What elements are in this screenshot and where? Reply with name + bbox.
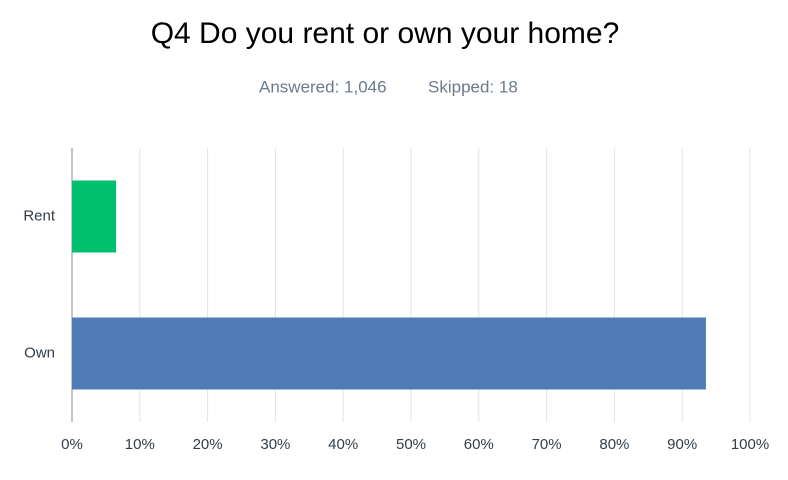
- bar: [72, 180, 117, 253]
- x-tick-label: 80%: [599, 436, 629, 453]
- skipped-count: Skipped: 18: [428, 77, 518, 96]
- x-tick-label: 90%: [667, 436, 697, 453]
- x-tick-label: 10%: [125, 436, 155, 453]
- answered-count: Answered: 1,046: [259, 77, 387, 96]
- x-tick-label: 50%: [396, 436, 426, 453]
- x-tick-label: 60%: [464, 436, 494, 453]
- x-tick-label: 30%: [260, 436, 290, 453]
- x-tick-label: 100%: [731, 436, 769, 453]
- y-tick-label: Own: [24, 344, 55, 361]
- x-tick-label: 40%: [328, 436, 358, 453]
- chart-title: Q4 Do you rent or own your home?: [151, 17, 620, 50]
- bar: [72, 317, 706, 390]
- y-tick-label: Rent: [23, 207, 56, 224]
- x-tick-label: 0%: [61, 436, 83, 453]
- x-tick-label: 70%: [532, 436, 562, 453]
- x-tick-label: 20%: [193, 436, 223, 453]
